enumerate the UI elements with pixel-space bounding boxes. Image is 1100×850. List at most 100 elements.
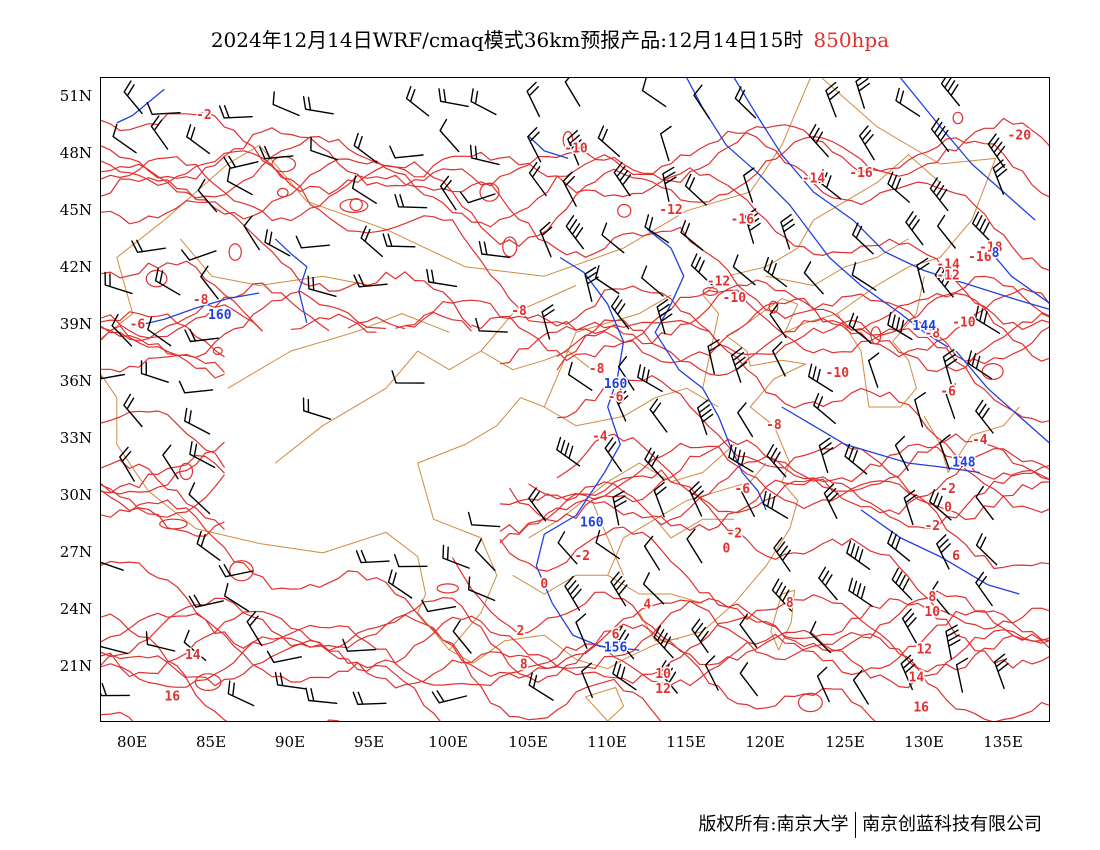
wind-barb <box>528 161 547 197</box>
temperature-contour <box>101 459 225 530</box>
wind-barb <box>642 572 665 605</box>
wind-barb <box>773 537 791 572</box>
wind-barb <box>825 81 840 118</box>
temperature-label: 10 <box>924 605 940 620</box>
temperature-label: -6 <box>608 390 624 405</box>
temperature-label: -2 <box>726 527 742 542</box>
lat-label: 36N <box>59 372 92 390</box>
temperature-label: -8 <box>924 327 940 342</box>
wind-barb <box>743 167 755 203</box>
wind-barb <box>528 672 554 701</box>
temperature-contour-loop <box>870 326 882 345</box>
wind-barb <box>442 544 470 569</box>
wind-barb <box>660 125 672 162</box>
wind-barb <box>351 175 377 204</box>
temperature-label: -2 <box>924 519 940 534</box>
wind-barb <box>439 175 457 211</box>
temperature-contour-loop <box>981 363 1004 381</box>
temperature-contour <box>556 375 1049 521</box>
wind-barb <box>939 434 951 470</box>
lon-label: 95E <box>353 733 385 751</box>
lon-label: 100E <box>428 733 468 751</box>
wind-barb <box>475 317 508 333</box>
temperature-contour <box>101 711 134 721</box>
wind-barb <box>101 561 124 571</box>
lon-label: 125E <box>825 733 865 751</box>
wind-barb <box>226 168 253 196</box>
wind-barb <box>145 631 176 652</box>
wind-barb <box>189 441 216 469</box>
wind-barb <box>739 613 758 648</box>
wind-barb <box>243 215 260 251</box>
wind-barb <box>900 654 916 691</box>
lon-label: 80E <box>116 733 148 751</box>
wind-barb <box>154 267 181 296</box>
wind-barb <box>937 214 956 249</box>
copyright-company: 南京创蓝科技有限公司 <box>862 814 1042 835</box>
wind-barb <box>930 580 950 615</box>
wind-barb <box>649 398 668 433</box>
temperature-contour-loop <box>339 198 369 214</box>
wind-barb <box>680 219 704 251</box>
wind-barb <box>539 221 553 258</box>
wind-barb <box>728 444 754 473</box>
boundary-line <box>543 294 672 408</box>
wind-barb <box>808 124 829 158</box>
height-label: 148 <box>952 456 976 471</box>
wind-barb <box>992 159 1008 195</box>
height-contour <box>274 238 308 324</box>
wind-barb <box>556 436 581 467</box>
wind-barb <box>610 295 630 330</box>
height-label: 160 <box>208 308 232 323</box>
temperature-label: -14 <box>936 258 960 273</box>
temperature-contour-loop <box>145 269 168 288</box>
wind-barb <box>653 625 674 659</box>
wind-barb <box>894 435 909 472</box>
wind-barb <box>178 380 214 394</box>
lat-label: 51N <box>59 87 92 105</box>
wind-barb <box>310 137 339 161</box>
wind-barb <box>818 168 842 200</box>
wind-barb <box>643 535 661 571</box>
wind-barb <box>975 571 993 607</box>
temperature-label: 0 <box>540 577 548 592</box>
wind-barb <box>196 530 221 561</box>
wind-barb <box>612 490 627 526</box>
wind-barb <box>342 638 377 652</box>
temperature-contour <box>101 135 1049 330</box>
lon-label: 130E <box>904 733 944 751</box>
temperature-contour <box>101 454 225 494</box>
wind-barb <box>936 534 951 570</box>
wind-barb <box>147 316 172 347</box>
wind-barb <box>478 240 511 259</box>
wind-barb <box>218 105 253 119</box>
temperature-contour <box>556 287 1049 377</box>
wind-barb <box>934 263 954 298</box>
temperature-contour <box>556 275 1049 364</box>
wind-barb <box>689 481 704 517</box>
temperature-contour <box>101 290 387 358</box>
title-main: 2024年12月14日WRF/cmaq模式36km预报产品:12月14日15时 <box>210 28 804 52</box>
wind-barb <box>916 257 930 294</box>
wind-barb <box>887 171 910 203</box>
temperature-label: 6 <box>952 549 960 564</box>
temperature-label: -10 <box>564 142 588 157</box>
wind-barb <box>557 531 578 565</box>
temperature-contour <box>528 442 1049 570</box>
wind-barb <box>541 304 555 340</box>
temperature-label: -2 <box>574 549 590 564</box>
temperature-contour <box>101 303 263 342</box>
wind-barb <box>562 171 577 207</box>
wind-barb <box>594 265 620 295</box>
lat-label: 42N <box>59 258 92 276</box>
wind-barb <box>355 549 390 564</box>
temperature-label: 6 <box>612 628 620 643</box>
temperature-label: 12 <box>916 643 932 658</box>
temperature-label: -12 <box>659 203 682 218</box>
temperature-label: 12 <box>655 682 671 697</box>
lon-label: 85E <box>195 733 227 751</box>
chart-title: 2024年12月14日WRF/cmaq模式36km预报产品:12月14日15时 8… <box>0 24 1100 53</box>
wind-barb <box>246 611 263 647</box>
wind-barb <box>848 577 873 607</box>
height-contour <box>528 135 569 160</box>
